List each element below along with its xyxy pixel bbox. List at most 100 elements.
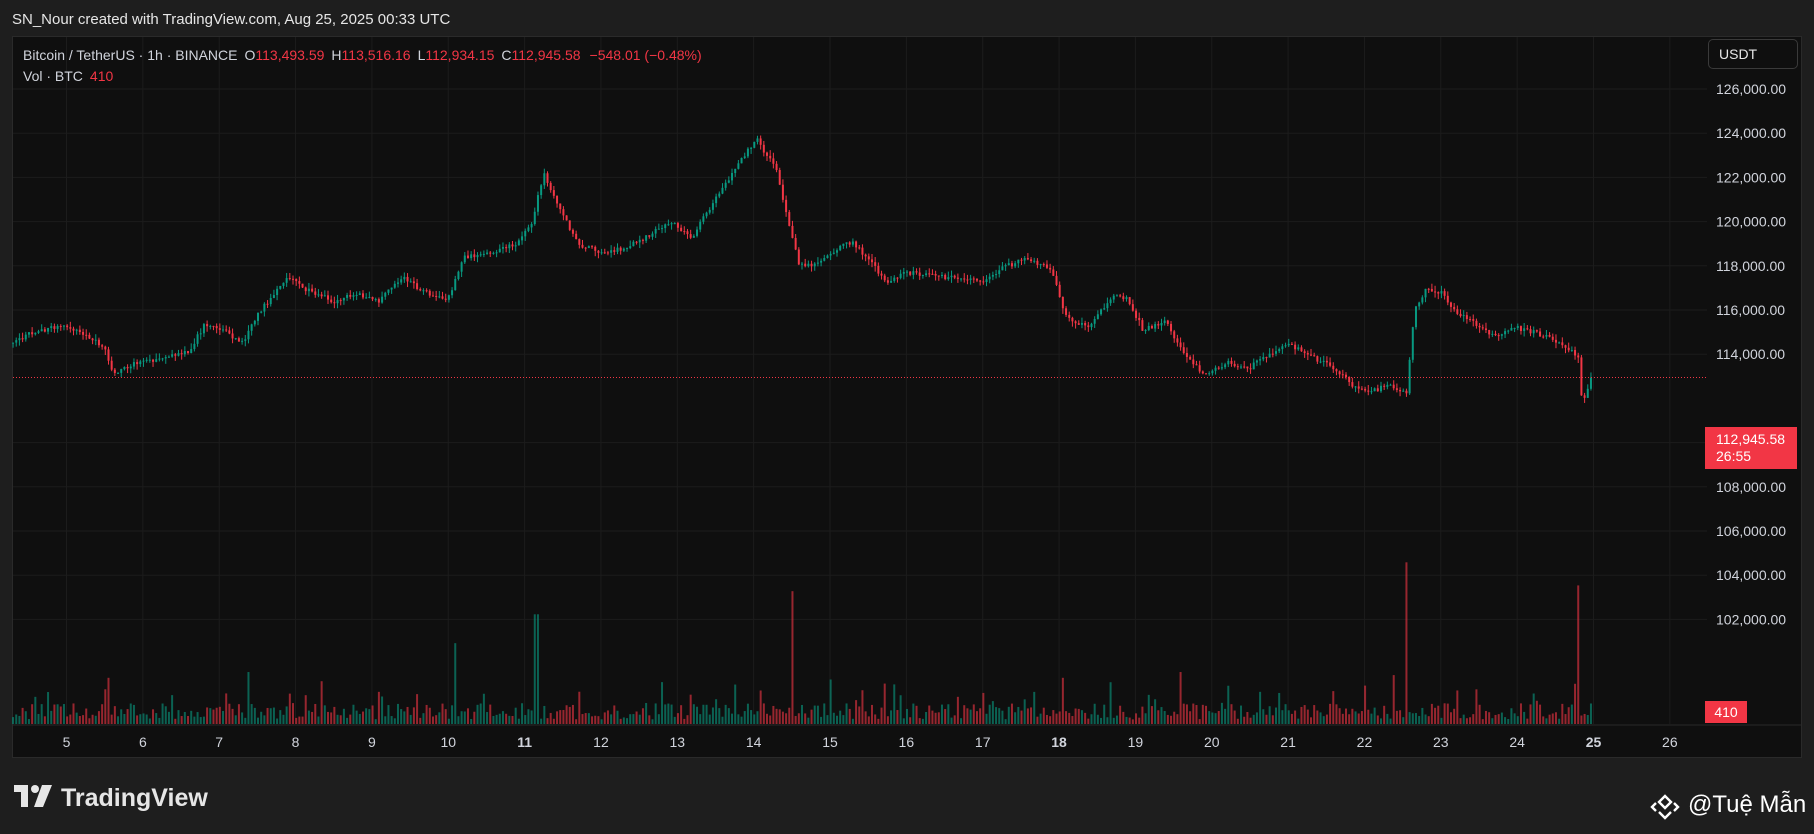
candle-body[interactable]	[1182, 347, 1185, 354]
candle-body[interactable]	[1004, 265, 1007, 267]
candle-body[interactable]	[956, 277, 959, 279]
candle-body[interactable]	[1284, 345, 1287, 347]
candle-body[interactable]	[1554, 339, 1557, 343]
candle-body[interactable]	[1010, 263, 1013, 267]
candle-body[interactable]	[1227, 360, 1230, 365]
candle-body[interactable]	[702, 216, 705, 222]
candle-body[interactable]	[1084, 323, 1087, 326]
candle-body[interactable]	[1570, 350, 1573, 352]
candle-body[interactable]	[21, 338, 24, 340]
candle-body[interactable]	[1440, 291, 1443, 294]
candle-body[interactable]	[794, 237, 797, 250]
candle-body[interactable]	[368, 297, 371, 299]
candle-body[interactable]	[1131, 304, 1134, 311]
candle-body[interactable]	[1405, 390, 1408, 394]
candle-body[interactable]	[1208, 373, 1211, 375]
candle-body[interactable]	[810, 263, 813, 267]
candle-body[interactable]	[664, 224, 667, 229]
candle-body[interactable]	[1287, 343, 1290, 346]
candle-body[interactable]	[1077, 323, 1080, 325]
candle-body[interactable]	[279, 285, 282, 289]
candle-body[interactable]	[1367, 390, 1370, 392]
candle-body[interactable]	[457, 271, 460, 280]
candle-body[interactable]	[521, 236, 524, 241]
candle-body[interactable]	[403, 276, 406, 280]
candle-body[interactable]	[1033, 260, 1036, 262]
candle-body[interactable]	[998, 270, 1001, 275]
candle-body[interactable]	[441, 296, 444, 299]
candle-body[interactable]	[1217, 367, 1220, 369]
volume-label[interactable]: Vol · BTC	[23, 68, 83, 84]
candle-body[interactable]	[174, 354, 177, 356]
candle-body[interactable]	[1001, 266, 1004, 271]
candle-body[interactable]	[600, 252, 603, 254]
candle-body[interactable]	[66, 325, 69, 328]
candle-body[interactable]	[985, 279, 988, 282]
candle-body[interactable]	[689, 234, 692, 238]
candle-body[interactable]	[1246, 366, 1249, 369]
candle-body[interactable]	[632, 241, 635, 247]
candle-body[interactable]	[1049, 267, 1052, 270]
candle-body[interactable]	[1437, 292, 1440, 294]
candle-body[interactable]	[918, 272, 921, 276]
candle-body[interactable]	[69, 327, 72, 329]
candle-body[interactable]	[851, 241, 854, 245]
candle-body[interactable]	[1392, 384, 1395, 389]
candle-body[interactable]	[549, 182, 552, 191]
candle-body[interactable]	[1036, 260, 1039, 265]
candle-body[interactable]	[807, 263, 810, 267]
candle-body[interactable]	[540, 185, 543, 196]
candle-body[interactable]	[597, 250, 600, 253]
candle-body[interactable]	[606, 252, 609, 254]
candle-body[interactable]	[559, 203, 562, 210]
candle-body[interactable]	[406, 276, 409, 282]
candle-body[interactable]	[1332, 365, 1335, 370]
candle-body[interactable]	[43, 329, 46, 332]
candle-body[interactable]	[1166, 320, 1169, 324]
candle-body[interactable]	[705, 212, 708, 217]
candle-body[interactable]	[711, 203, 714, 210]
candle-body[interactable]	[578, 239, 581, 245]
candle-body[interactable]	[1211, 370, 1214, 374]
candle-body[interactable]	[676, 223, 679, 228]
candle-body[interactable]	[1459, 313, 1462, 317]
candle-body[interactable]	[101, 345, 104, 347]
candle-body[interactable]	[1112, 295, 1115, 300]
candle-body[interactable]	[1262, 357, 1265, 360]
candle-body[interactable]	[718, 193, 721, 197]
candle-body[interactable]	[1561, 342, 1564, 346]
candle-body[interactable]	[861, 247, 864, 255]
candle-body[interactable]	[1424, 288, 1427, 298]
candle-body[interactable]	[1500, 334, 1503, 336]
candle-body[interactable]	[775, 163, 778, 170]
currency-button[interactable]: USDT	[1708, 39, 1798, 69]
candle-body[interactable]	[1144, 330, 1147, 332]
candle-body[interactable]	[88, 334, 91, 339]
candle-body[interactable]	[295, 278, 298, 282]
candle-body[interactable]	[320, 294, 323, 297]
candle-body[interactable]	[1567, 347, 1570, 351]
candle-body[interactable]	[1510, 327, 1513, 331]
candle-body[interactable]	[447, 295, 450, 300]
candle-body[interactable]	[1020, 259, 1023, 261]
candle-body[interactable]	[113, 369, 116, 373]
candle-body[interactable]	[893, 277, 896, 281]
candle-body[interactable]	[1294, 344, 1297, 350]
candle-body[interactable]	[820, 260, 823, 263]
candle-body[interactable]	[428, 290, 431, 296]
candle-body[interactable]	[352, 295, 355, 297]
candle-body[interactable]	[670, 223, 673, 225]
candle-body[interactable]	[1128, 297, 1131, 305]
candle-body[interactable]	[855, 241, 858, 248]
candle-body[interactable]	[1265, 357, 1268, 359]
candle-body[interactable]	[463, 255, 466, 263]
candle-body[interactable]	[571, 229, 574, 234]
candle-body[interactable]	[953, 275, 956, 278]
candle-body[interactable]	[1230, 360, 1233, 364]
candle-body[interactable]	[654, 228, 657, 234]
candle-body[interactable]	[931, 273, 934, 275]
candle-body[interactable]	[476, 255, 479, 258]
candle-body[interactable]	[206, 324, 209, 327]
candle-body[interactable]	[648, 235, 651, 237]
candle-body[interactable]	[950, 275, 953, 278]
